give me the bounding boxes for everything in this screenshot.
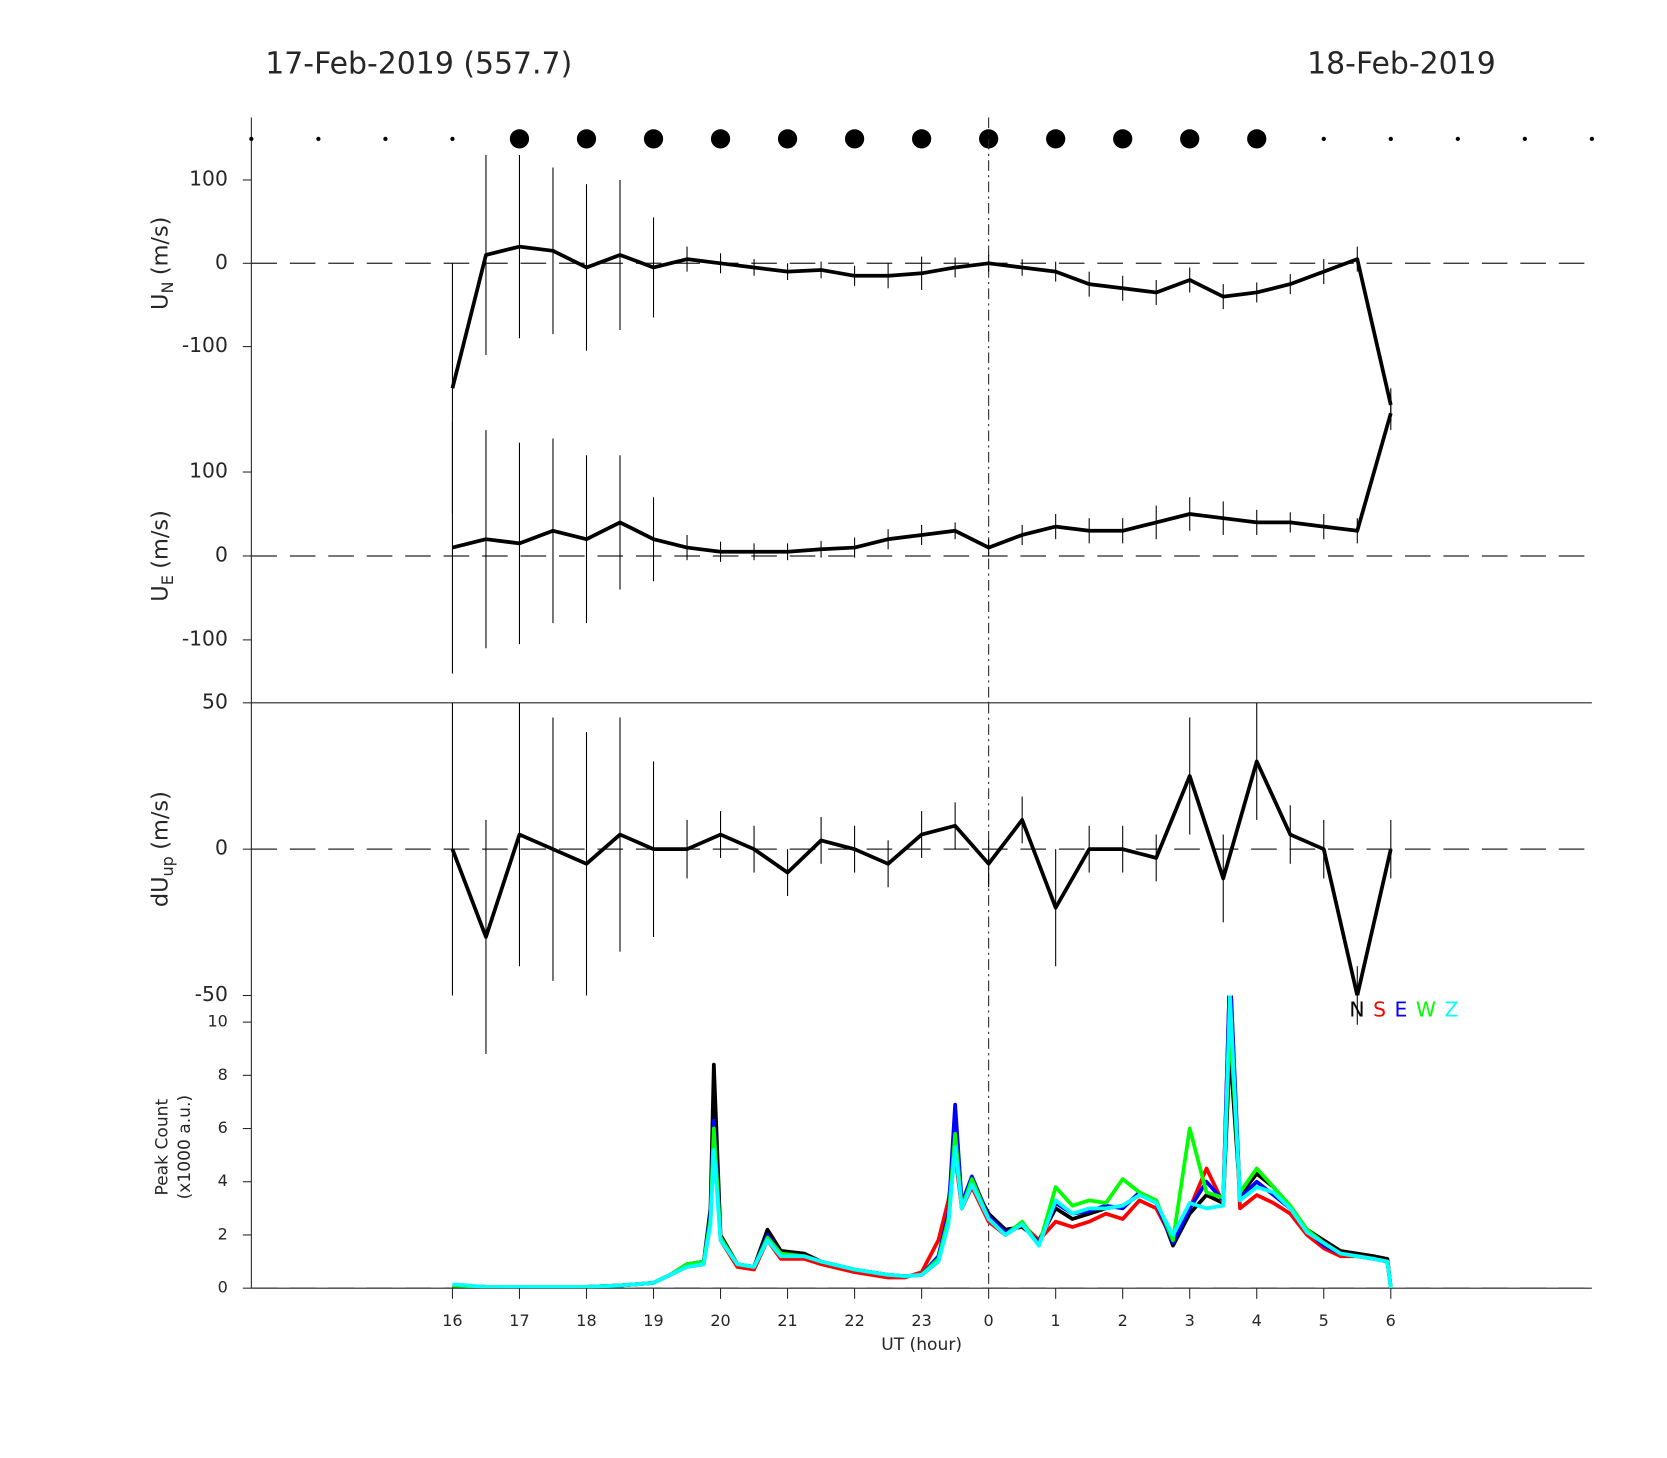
x-tick-label: 18 xyxy=(576,1311,596,1330)
series-line xyxy=(452,1020,1393,1289)
coverage-dot xyxy=(912,129,932,149)
y-tick-label: 0 xyxy=(215,836,228,860)
coverage-dot xyxy=(1388,136,1393,141)
y-tick-label: 4 xyxy=(218,1171,228,1190)
x-tick-label: 17 xyxy=(509,1311,529,1330)
y-label-unit: (m/s) xyxy=(147,510,173,569)
y-tick-label: -100 xyxy=(182,626,228,650)
y-label-line: (x1000 a.u.) xyxy=(175,1095,195,1199)
y-axis-label: UN (m/s) xyxy=(147,217,176,310)
coverage-dot xyxy=(316,136,321,141)
x-tick-label: 5 xyxy=(1319,1311,1329,1330)
y-tick-label: -50 xyxy=(195,982,228,1006)
y-tick-label: 2 xyxy=(218,1224,228,1243)
y-axis-label: dUup (m/s) xyxy=(147,791,176,907)
coverage-dot xyxy=(1522,136,1527,141)
legend-entry: W xyxy=(1416,997,1436,1021)
series-line xyxy=(452,995,1393,1289)
x-tick-label: 4 xyxy=(1252,1311,1262,1330)
y-label-line: Peak Count xyxy=(153,1099,173,1196)
coverage-dot xyxy=(643,129,664,149)
y-tick-label: 0 xyxy=(218,1278,228,1297)
y-label-sub: up xyxy=(158,856,177,876)
series-line xyxy=(452,1046,1393,1289)
x-tick-label: 21 xyxy=(777,1311,797,1330)
y-label-main: U xyxy=(147,585,173,601)
y-label-sub: E xyxy=(158,575,177,585)
y-tick-label: 10 xyxy=(207,1012,227,1031)
legend-entry: E xyxy=(1395,997,1408,1021)
y-tick-label: 8 xyxy=(218,1065,228,1084)
coverage-dot xyxy=(1455,136,1460,141)
y-tick-label: 6 xyxy=(218,1118,228,1137)
coverage-dot xyxy=(777,129,798,149)
legend-entry: N xyxy=(1349,997,1364,1021)
coverage-dot xyxy=(1247,129,1267,149)
x-tick-label: 23 xyxy=(911,1311,931,1330)
coverage-dot xyxy=(844,129,865,149)
title-left: 17-Feb-2019 (557.7) xyxy=(265,47,572,82)
coverage-dot xyxy=(509,129,530,149)
series-line xyxy=(452,995,1393,1289)
y-label-unit: (m/s) xyxy=(147,217,173,276)
legend-entry: Z xyxy=(1445,997,1459,1021)
coverage-dot xyxy=(576,129,597,149)
title-right: 18-Feb-2019 xyxy=(1307,47,1496,82)
mean-line xyxy=(450,759,1393,996)
x-axis-label: UT (hour) xyxy=(881,1335,962,1355)
y-tick-label: -100 xyxy=(182,333,228,357)
x-tick-label: 3 xyxy=(1185,1311,1195,1330)
y-axis-label: UE (m/s) xyxy=(147,510,176,602)
y-label-main: dU xyxy=(147,876,173,907)
legend-entry: S xyxy=(1373,997,1386,1021)
y-axis-label: Peak Count (x1000 a.u.) xyxy=(153,1095,195,1199)
y-label-main: U xyxy=(147,294,173,310)
x-tick-label: 2 xyxy=(1118,1311,1128,1330)
coverage-dot xyxy=(1046,129,1066,149)
coverage-dot xyxy=(450,136,455,141)
y-tick-label: 100 xyxy=(189,166,228,190)
coverage-dot xyxy=(1113,129,1133,149)
coverage-dot xyxy=(710,129,731,149)
y-tick-label: 100 xyxy=(189,459,228,483)
series-line xyxy=(452,995,1393,1289)
coverage-dot xyxy=(383,136,388,141)
x-tick-label: 6 xyxy=(1386,1311,1396,1330)
x-tick-label: 19 xyxy=(643,1311,663,1330)
coverage-dot xyxy=(249,136,254,141)
x-tick-label: 1 xyxy=(1051,1311,1061,1330)
y-label-unit: (m/s) xyxy=(147,791,173,850)
coverage-dot xyxy=(1180,129,1200,149)
x-tick-label: 16 xyxy=(442,1311,462,1330)
x-tick-label: 20 xyxy=(710,1311,730,1330)
y-tick-label: 0 xyxy=(215,250,228,274)
plot xyxy=(251,995,1592,1289)
y-tick-label: 50 xyxy=(202,689,228,713)
x-tick-label: 22 xyxy=(844,1311,864,1330)
y-tick-label: 0 xyxy=(215,542,228,566)
coverage-dot xyxy=(1589,136,1595,141)
y-label-sub: N xyxy=(158,282,177,294)
x-tick-label: 0 xyxy=(984,1311,994,1330)
coverage-dot xyxy=(1321,136,1326,141)
